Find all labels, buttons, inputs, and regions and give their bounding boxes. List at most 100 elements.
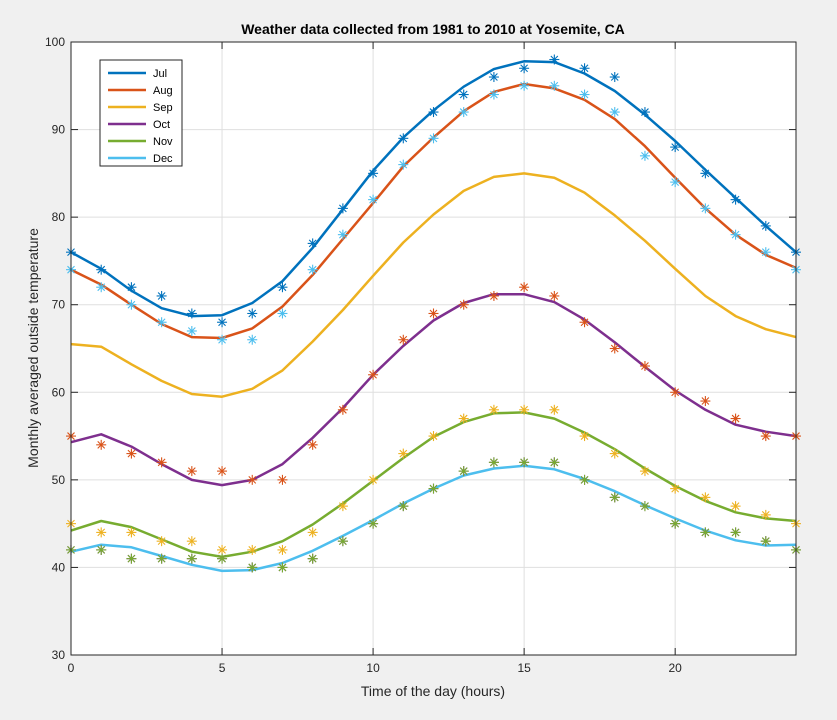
observed-point-dec (488, 457, 499, 468)
observed-point-sep (398, 334, 409, 345)
observed-point-sep (247, 474, 258, 485)
asterisk-stroke (731, 195, 740, 204)
observed-point-jul (730, 229, 741, 240)
observed-point-oct (519, 404, 530, 415)
line-sep (70, 172, 797, 398)
observed-point-aug (337, 203, 348, 214)
asterisk-stroke (127, 300, 136, 309)
asterisk-stroke (248, 546, 257, 554)
asterisk-stroke (157, 554, 166, 563)
asterisk-stroke (731, 528, 740, 537)
observed-point-aug (639, 107, 650, 118)
asterisk-stroke (610, 73, 619, 81)
asterisk-stroke (308, 440, 317, 449)
observed-point-oct (368, 474, 379, 485)
observed-point-aug (670, 142, 681, 153)
observed-point-jul (186, 325, 197, 336)
observed-point-sep (760, 431, 771, 442)
observed-point-oct (156, 536, 167, 547)
observed-point-sep (519, 282, 530, 293)
asterisk-stroke (278, 309, 287, 318)
observed-point-oct (217, 544, 228, 555)
observed-point-aug (700, 168, 711, 179)
asterisk-stroke (761, 510, 770, 519)
observed-point-jul (428, 133, 439, 144)
asterisk-stroke (187, 467, 196, 475)
observed-point-oct (428, 431, 439, 442)
asterisk-stroke (671, 519, 680, 528)
asterisk-stroke (399, 335, 408, 344)
asterisk-stroke (490, 458, 498, 467)
observed-point-aug (307, 238, 318, 249)
observed-point-dec (307, 553, 318, 564)
asterisk-stroke (459, 300, 468, 309)
asterisk-stroke (429, 309, 438, 318)
observed-point-sep (488, 290, 499, 301)
observed-markers (66, 54, 801, 573)
observed-point-dec (700, 527, 711, 538)
observed-point-aug (760, 220, 771, 231)
asterisk-stroke (520, 283, 529, 292)
observed-point-sep (549, 290, 560, 301)
asterisk-stroke (490, 292, 498, 300)
observed-point-dec (96, 544, 107, 555)
y-tick-label: 90 (52, 123, 66, 137)
asterisk-stroke (218, 318, 226, 327)
observed-point-sep (428, 308, 439, 319)
observed-point-oct (609, 448, 620, 459)
plot-frame (70, 41, 797, 656)
asterisk-stroke (550, 458, 559, 467)
x-tick-label: 15 (517, 661, 531, 675)
observed-point-aug (519, 63, 530, 74)
asterisk-stroke (399, 160, 408, 169)
asterisk-stroke (459, 108, 468, 116)
asterisk-stroke (550, 55, 559, 64)
asterisk-stroke (520, 81, 529, 90)
observed-point-dec (519, 457, 530, 468)
observed-point-oct (488, 404, 499, 415)
asterisk-stroke (399, 134, 408, 143)
observed-point-dec (428, 483, 439, 494)
asterisk-stroke (248, 475, 257, 484)
observed-point-dec (670, 518, 681, 529)
observed-point-aug (458, 89, 469, 100)
asterisk-stroke (127, 449, 136, 458)
y-tick-label: 30 (52, 648, 66, 662)
asterisk-stroke (610, 493, 619, 502)
asterisk-stroke (338, 502, 347, 511)
observed-point-aug (247, 308, 258, 319)
legend-label-dec: Dec (153, 153, 173, 165)
asterisk-stroke (610, 108, 619, 116)
observed-point-jul (639, 150, 650, 161)
legend-label-jul: Jul (153, 68, 167, 80)
asterisk-stroke (641, 362, 649, 370)
observed-point-jul (247, 334, 258, 345)
observed-point-jul (126, 299, 137, 310)
asterisk-stroke (459, 467, 468, 475)
asterisk-stroke (187, 537, 196, 546)
legend: Jul Aug Sep Oct Nov Dec (99, 59, 183, 167)
observed-point-aug (96, 264, 107, 275)
asterisk-stroke (761, 248, 770, 257)
asterisk-stroke (97, 528, 106, 537)
observed-point-oct (700, 492, 711, 503)
observed-point-jul (458, 107, 469, 118)
x-tick-label: 0 (68, 661, 75, 675)
observed-point-oct (307, 527, 318, 538)
asterisk-stroke (580, 475, 589, 484)
asterisk-stroke (218, 546, 226, 554)
asterisk-stroke (490, 90, 498, 99)
observed-point-aug (549, 54, 560, 65)
observed-point-aug (186, 308, 197, 319)
asterisk-stroke (248, 563, 257, 572)
asterisk-stroke (338, 537, 347, 546)
asterisk-stroke (157, 292, 166, 300)
observed-point-jul (96, 282, 107, 293)
asterisk-stroke (761, 537, 770, 546)
y-tick-label: 50 (52, 473, 66, 487)
asterisk-stroke (610, 449, 619, 458)
observed-point-jul (217, 334, 228, 345)
asterisk-stroke (399, 449, 408, 458)
asterisk-stroke (369, 169, 377, 178)
